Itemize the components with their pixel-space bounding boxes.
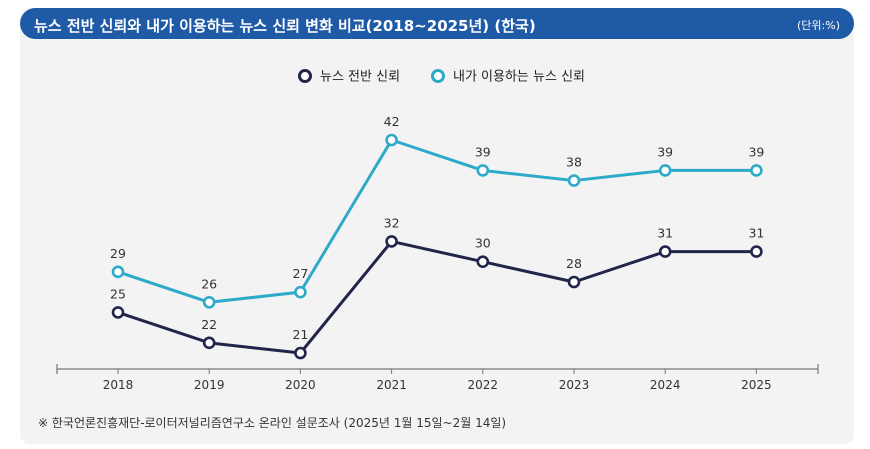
x-tick-label: 2020	[285, 378, 316, 392]
x-tick-label: 2019	[194, 378, 225, 392]
legend: 뉴스 전반 신뢰 내가 이용하는 뉴스 신뢰	[298, 69, 585, 85]
data-point	[476, 255, 490, 269]
x-tick-label: 2018	[103, 378, 134, 392]
series-line	[117, 138, 757, 304]
x-axis: 2018 2019 2020 2021 2022 2023 2024 2025	[56, 364, 819, 392]
data-label: 21	[292, 327, 308, 342]
data-point	[202, 336, 216, 350]
data-label: 39	[475, 144, 491, 159]
data-point	[658, 245, 672, 258]
series-group: 25 22 21 32 30 28 31 31 29 26 27 42 39 38 39 39	[110, 114, 764, 360]
data-label: 39	[748, 144, 764, 159]
title-bar: 뉴스 전반 신뢰와 내가 이용하는 뉴스 신뢰 변화 비교(2018~2025년…	[20, 8, 854, 39]
data-point	[658, 164, 672, 177]
data-label: 26	[201, 276, 217, 291]
data-label: 31	[748, 226, 764, 241]
data-label: 38	[566, 155, 582, 170]
data-point	[750, 164, 763, 177]
unit-label: (단위:%)	[797, 19, 840, 32]
data-point	[111, 265, 125, 279]
legend-marker	[431, 69, 445, 83]
data-label: 31	[657, 226, 673, 241]
chart-title: 뉴스 전반 신뢰와 내가 이용하는 뉴스 신뢰 변화 비교(2018~2025년…	[34, 17, 536, 35]
legend-label: 뉴스 전반 신뢰	[320, 70, 400, 85]
x-tick-label: 2023	[559, 378, 590, 392]
data-label: 25	[110, 286, 126, 301]
data-label: 28	[566, 256, 582, 271]
data-point	[567, 275, 581, 289]
data-label: 32	[384, 215, 400, 230]
data-label: 22	[201, 317, 217, 332]
data-label: 42	[384, 114, 400, 129]
x-tick-label: 2022	[468, 378, 499, 392]
data-point	[750, 245, 763, 258]
data-point	[294, 346, 307, 360]
x-tick-label: 2024	[650, 378, 681, 392]
data-point	[294, 285, 307, 299]
legend-marker	[298, 69, 312, 83]
data-point	[385, 133, 398, 147]
data-point	[476, 164, 490, 177]
data-label: 29	[110, 246, 126, 261]
data-point	[202, 295, 216, 309]
data-point	[567, 174, 581, 187]
data-label: 39	[657, 144, 673, 159]
data-label: 27	[292, 266, 308, 281]
series-line	[117, 239, 757, 355]
data-label: 30	[475, 236, 491, 251]
legend-label: 내가 이용하는 뉴스 신뢰	[453, 70, 585, 85]
x-tick-label: 2021	[376, 378, 407, 392]
data-point	[111, 306, 125, 319]
source-note: ※ 한국언론진흥재단-로이터저널리즘연구소 온라인 설문조사 (2025년 1월…	[38, 416, 507, 430]
x-tick-label: 2025	[741, 378, 772, 392]
data-point	[385, 235, 398, 248]
